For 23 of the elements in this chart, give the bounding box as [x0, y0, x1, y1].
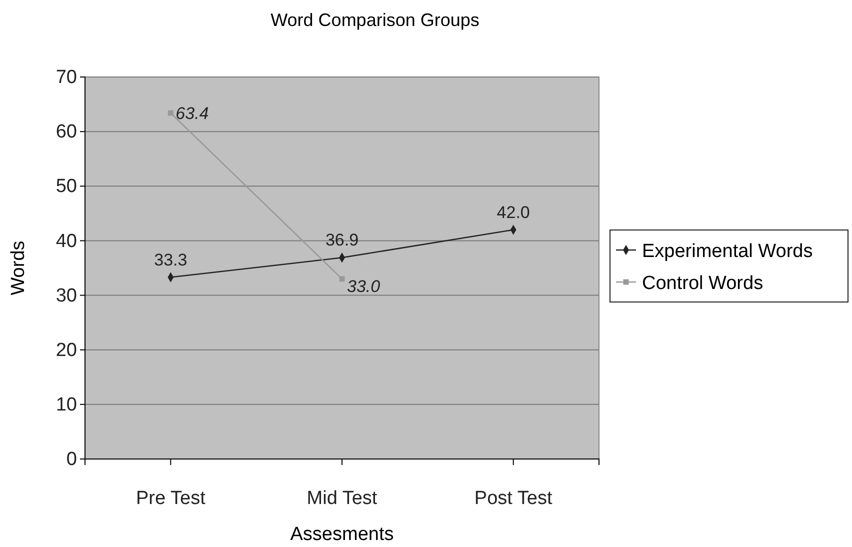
x-tick-label: Pre Test: [136, 488, 206, 510]
point: [168, 110, 174, 116]
y-tick-label: 10: [56, 394, 77, 416]
legend-label: Experimental Words: [642, 241, 813, 262]
y-tick-label: 20: [56, 340, 77, 361]
y-axis-title: Words: [8, 240, 29, 296]
y-tick-label: 50: [56, 176, 77, 198]
point: [339, 276, 345, 282]
y-tick-label: 30: [56, 285, 77, 306]
y-tick-label: 0: [66, 449, 77, 470]
chart-title: Word Comparison Groups: [270, 10, 480, 30]
x-axis-title: Assesments: [290, 524, 394, 545]
y-tick-label: 60: [56, 122, 77, 143]
x-tick-label: Post Test: [474, 488, 553, 510]
x-tick-label: Mid Test: [306, 488, 378, 510]
data-label: 33.0: [347, 276, 381, 296]
y-tick-label: 70: [56, 67, 77, 88]
y-tick-label: 40: [56, 230, 77, 252]
data-label: 33.3: [154, 250, 188, 270]
data-label: 36.9: [325, 230, 359, 250]
legend-label: Control Words: [642, 273, 764, 294]
data-label: 42.0: [496, 202, 530, 222]
data-label: 63.4: [176, 104, 209, 124]
